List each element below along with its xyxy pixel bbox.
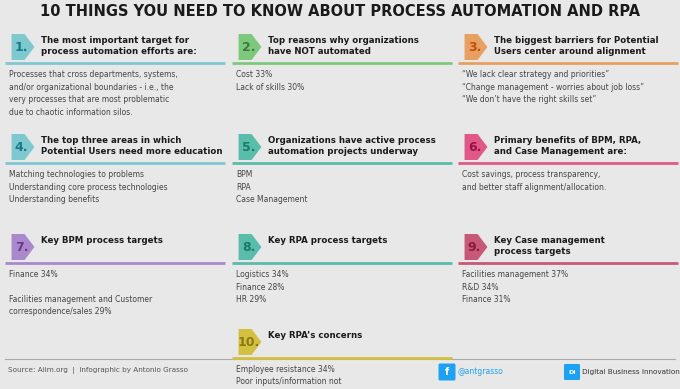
Text: Source: Aiim.org  |  Infographic by Antonio Grasso: Source: Aiim.org | Infographic by Antoni… [8, 368, 188, 375]
Text: 10 THINGS YOU NEED TO KNOW ABOUT PROCESS AUTOMATION AND RPA: 10 THINGS YOU NEED TO KNOW ABOUT PROCESS… [40, 4, 640, 19]
Text: 7.: 7. [15, 240, 29, 254]
Text: f: f [445, 367, 449, 377]
Text: 9.: 9. [468, 240, 481, 254]
Polygon shape [239, 34, 261, 60]
Text: The most important target for
process automation efforts are:: The most important target for process au… [41, 36, 197, 56]
Text: The biggest barriers for Potential
Users center around alignment: The biggest barriers for Potential Users… [494, 36, 659, 56]
Text: Key Case management
process targets: Key Case management process targets [494, 236, 605, 256]
Text: Top reasons why organizations
have NOT automated: Top reasons why organizations have NOT a… [269, 36, 419, 56]
Text: Processes that cross departments, systems,
and/or organizational boundaries - i.: Processes that cross departments, system… [9, 70, 177, 116]
Text: Logistics 34%
Finance 28%
HR 29%: Logistics 34% Finance 28% HR 29% [236, 270, 288, 304]
Polygon shape [12, 34, 35, 60]
Text: BPM
RPA
Case Management: BPM RPA Case Management [236, 170, 307, 204]
Text: Key RPA process targets: Key RPA process targets [269, 236, 388, 245]
Text: 2.: 2. [242, 40, 255, 54]
Text: 6.: 6. [468, 140, 481, 154]
Text: Finance 34%

Facilities management and Customer
correspondence/sales 29%: Finance 34% Facilities management and Cu… [9, 270, 152, 317]
Text: @antgrasso: @antgrasso [457, 368, 503, 377]
Text: Cost savings, process transparency,
and better staff alignment/allocation.: Cost savings, process transparency, and … [462, 170, 607, 191]
Text: Facilities management 37%
R&D 34%
Finance 31%: Facilities management 37% R&D 34% Financ… [462, 270, 568, 304]
Text: Employee resistance 34%
Poor inputs/information not
machine readable 29%: Employee resistance 34% Poor inputs/info… [236, 365, 341, 389]
Polygon shape [464, 134, 488, 160]
Text: Key RPA’s concerns: Key RPA’s concerns [269, 331, 362, 340]
FancyBboxPatch shape [564, 364, 580, 380]
Text: Cost 33%
Lack of skills 30%: Cost 33% Lack of skills 30% [236, 70, 304, 91]
Text: Matching technologies to problems
Understanding core process technologies
Unders: Matching technologies to problems Unders… [9, 170, 168, 204]
FancyBboxPatch shape [439, 363, 456, 380]
Text: DI: DI [568, 370, 576, 375]
Text: 8.: 8. [242, 240, 255, 254]
Text: 1.: 1. [15, 40, 29, 54]
Polygon shape [239, 329, 261, 355]
Text: Primary benefits of BPM, RPA,
and Case Management are:: Primary benefits of BPM, RPA, and Case M… [494, 136, 641, 156]
Text: “We lack clear strategy and priorities”
“Change management - worries about job l: “We lack clear strategy and priorities” … [462, 70, 644, 104]
Polygon shape [12, 134, 35, 160]
Text: The top three areas in which
Potential Users need more education: The top three areas in which Potential U… [41, 136, 223, 156]
Polygon shape [12, 234, 35, 260]
Text: 3.: 3. [468, 40, 481, 54]
Polygon shape [464, 34, 488, 60]
Text: 4.: 4. [15, 140, 29, 154]
Polygon shape [464, 234, 488, 260]
Polygon shape [239, 234, 261, 260]
Text: Organizations have active process
automation projects underway: Organizations have active process automa… [269, 136, 436, 156]
Text: Digital Business Innovation: Digital Business Innovation [582, 369, 680, 375]
Text: 10.: 10. [237, 335, 260, 349]
Text: Key BPM process targets: Key BPM process targets [41, 236, 163, 245]
Text: 5.: 5. [242, 140, 255, 154]
Polygon shape [239, 134, 261, 160]
